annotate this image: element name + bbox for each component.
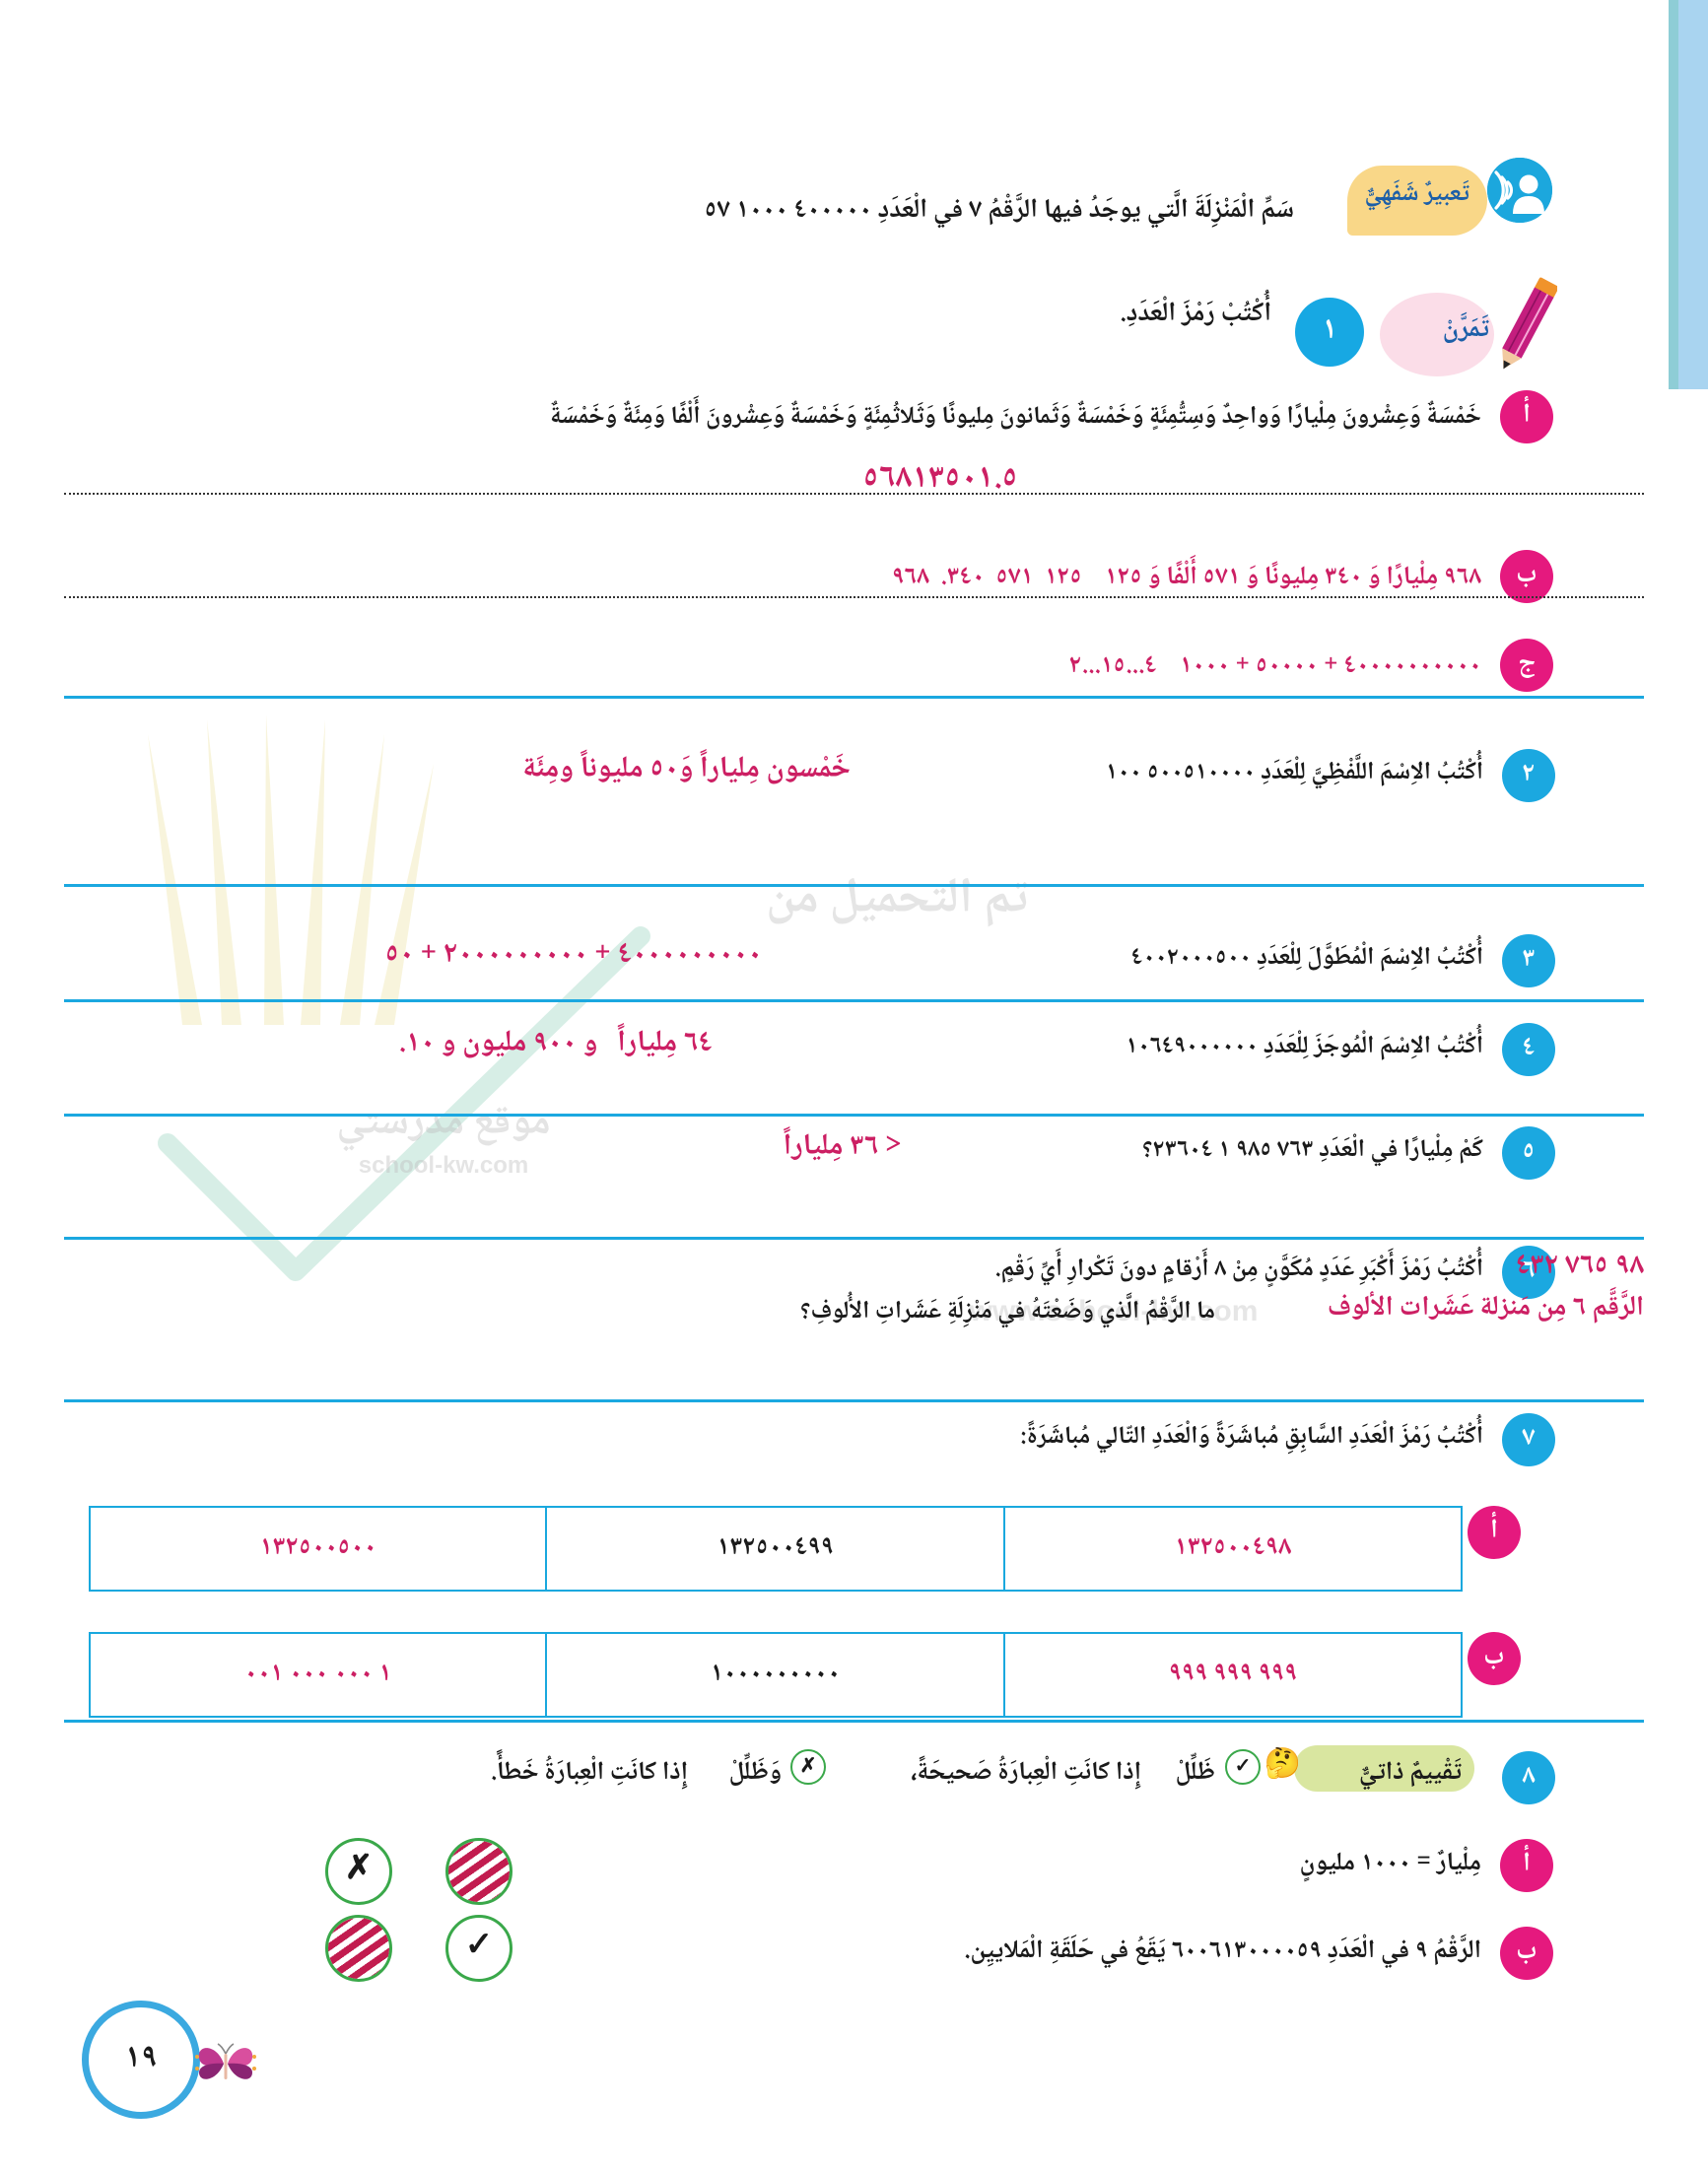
svg-text:school-kw.com: school-kw.com xyxy=(359,1152,528,1179)
svg-text:تم التحميل من: تم التحميل من xyxy=(766,859,1029,943)
svg-text:موقع مدرستي: موقع مدرستي xyxy=(336,1089,550,1160)
